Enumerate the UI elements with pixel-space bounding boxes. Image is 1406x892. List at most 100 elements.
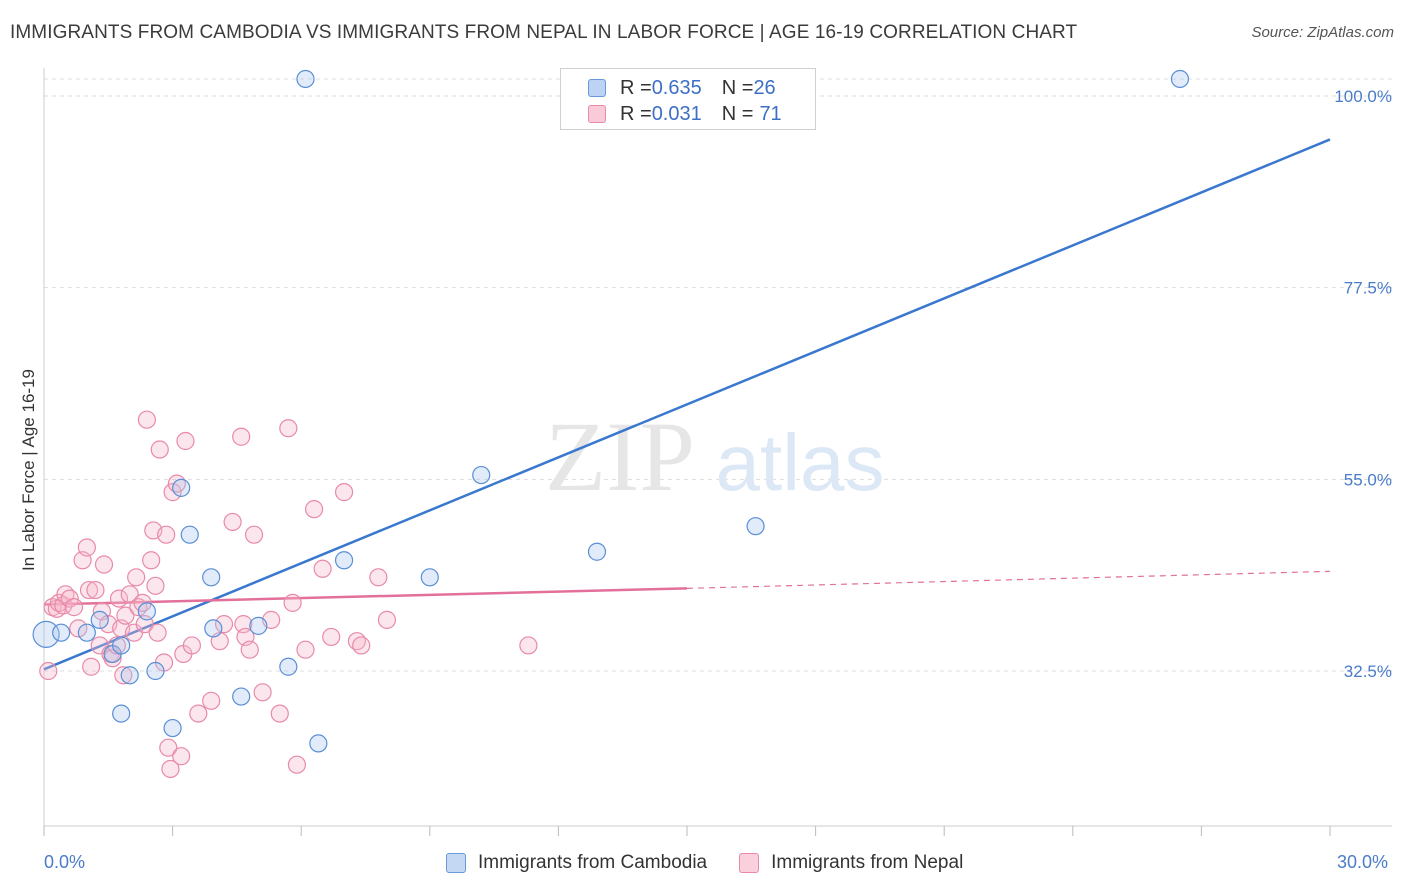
point-nepal xyxy=(334,483,354,502)
point-nepal xyxy=(270,704,289,723)
point-nepal xyxy=(163,483,182,502)
point-nepal xyxy=(352,636,371,655)
point-nepal xyxy=(79,580,99,600)
point-nepal xyxy=(189,704,208,723)
series-legend-swatch-cambodia xyxy=(446,853,466,873)
point-nepal xyxy=(94,555,114,574)
point-cambodia xyxy=(202,568,221,587)
point-cambodia xyxy=(52,623,71,642)
y-tick-label: 55.0% xyxy=(1344,470,1392,489)
legend-r-label: R = xyxy=(620,76,652,99)
point-nepal xyxy=(240,640,259,659)
point-nepal xyxy=(120,585,139,604)
point-cambodia xyxy=(587,542,607,561)
point-cambodia xyxy=(232,687,251,706)
point-nepal xyxy=(77,538,96,557)
point-nepal xyxy=(377,610,397,629)
point-nepal xyxy=(202,691,221,710)
point-cambodia xyxy=(746,517,765,536)
point-cambodia xyxy=(112,636,131,655)
point-nepal xyxy=(232,427,251,446)
point-cambodia xyxy=(296,69,315,89)
series-legend-item-nepal: Immigrants from Nepal xyxy=(739,852,963,874)
point-cambodia xyxy=(32,620,60,648)
x-min-label: 0.0% xyxy=(44,852,86,872)
chart-title: IMMIGRANTS FROM CAMBODIA VS IMMIGRANTS F… xyxy=(10,22,1078,43)
point-nepal xyxy=(223,512,242,532)
point-cambodia xyxy=(137,602,156,621)
y-tick-label: 77.5% xyxy=(1344,279,1392,298)
y-tick-labels: 100.0% 77.5% 55.0% 32.5% xyxy=(1334,87,1392,681)
point-nepal xyxy=(279,419,298,438)
point-cambodia xyxy=(472,465,491,485)
point-nepal xyxy=(39,661,58,681)
point-nepal xyxy=(176,431,195,451)
legend-n-label: N = xyxy=(721,102,754,125)
point-nepal xyxy=(313,559,332,578)
point-cambodia xyxy=(120,666,139,685)
grid-layer xyxy=(44,78,1392,672)
legend-swatch-cambodia xyxy=(588,79,606,97)
point-cambodia xyxy=(1170,69,1190,89)
point-nepal xyxy=(86,580,105,600)
y-tick-label: 32.5% xyxy=(1344,662,1392,681)
y-tick-label: 100.0% xyxy=(1334,87,1392,106)
legend-r-label: R = xyxy=(620,102,652,125)
point-nepal xyxy=(283,593,302,612)
point-nepal xyxy=(182,636,201,655)
point-nepal xyxy=(107,636,126,655)
point-cambodia xyxy=(279,657,298,676)
watermark-zip: ZIP xyxy=(545,401,695,512)
legend-swatch-nepal xyxy=(588,105,606,123)
point-nepal xyxy=(150,440,169,459)
point-nepal xyxy=(114,666,133,685)
point-nepal xyxy=(133,593,152,612)
trendline-nepal-extension xyxy=(686,570,1331,589)
point-cambodia xyxy=(249,616,268,635)
legend-r-value: 0.635 xyxy=(651,76,702,99)
legend-n-value: 71 xyxy=(759,102,782,125)
point-nepal xyxy=(109,589,129,608)
point-nepal xyxy=(148,623,167,642)
point-nepal xyxy=(253,683,272,702)
point-nepal xyxy=(296,640,315,659)
point-cambodia xyxy=(309,734,328,753)
point-cambodia xyxy=(163,718,182,738)
point-nepal xyxy=(82,657,101,676)
point-cambodia xyxy=(204,619,223,638)
point-cambodia xyxy=(180,525,199,544)
legend-n-value: 26 xyxy=(753,76,776,99)
point-nepal xyxy=(60,589,79,608)
point-nepal xyxy=(159,738,178,757)
series-legend-item-cambodia: Immigrants from Cambodia xyxy=(446,852,707,874)
legend-n-label: N = xyxy=(721,76,754,99)
point-cambodia xyxy=(334,551,354,570)
point-cambodia xyxy=(112,704,131,723)
point-nepal xyxy=(116,606,135,625)
axis-layer xyxy=(43,68,1392,836)
point-nepal xyxy=(127,568,146,587)
point-nepal xyxy=(157,525,176,544)
point-nepal xyxy=(214,615,234,634)
point-cambodia xyxy=(420,568,439,587)
point-nepal xyxy=(304,500,324,519)
point-nepal xyxy=(287,755,307,774)
point-nepal xyxy=(64,598,84,617)
chart-source: Source: ZipAtlas.com xyxy=(1251,24,1394,41)
y-axis-label: In Labor Force | Age 16-19 xyxy=(19,369,38,571)
point-nepal xyxy=(172,747,191,766)
legend-r-value: 0.031 xyxy=(651,102,702,125)
point-nepal xyxy=(137,410,156,429)
point-nepal xyxy=(69,619,88,638)
x-max-label: 30.0% xyxy=(1337,852,1389,872)
trend-layer xyxy=(43,138,1331,671)
point-cambodia xyxy=(77,623,96,642)
series-legend-swatch-nepal xyxy=(739,853,760,873)
series-legend-label-nepal: Immigrants from Nepal xyxy=(771,852,964,873)
watermark: ZIP atlas xyxy=(545,401,884,512)
point-cambodia xyxy=(172,478,191,497)
point-cambodia xyxy=(146,661,165,681)
watermark-atlas: atlas xyxy=(716,418,885,507)
point-nepal xyxy=(244,525,264,544)
